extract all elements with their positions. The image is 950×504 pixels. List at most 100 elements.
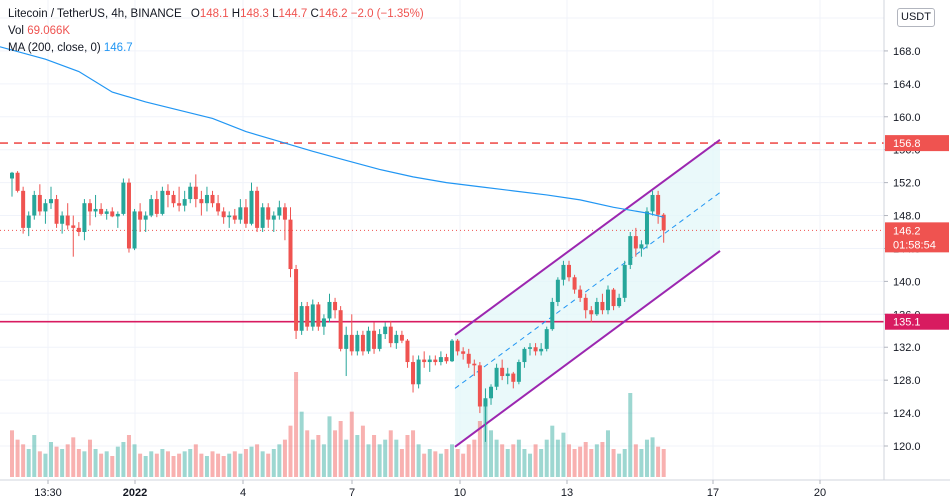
volume-bar	[177, 453, 182, 477]
candle-body	[388, 326, 393, 344]
open-value: 148.1	[199, 8, 229, 20]
candle-body	[321, 318, 326, 327]
open-label: O	[190, 8, 200, 20]
candle-body	[143, 215, 148, 220]
last-price-tag-text: 146.2	[893, 225, 921, 237]
volume-bar	[288, 425, 293, 477]
volume-bar	[438, 453, 443, 477]
volume-row: Vol 69.066K	[8, 23, 424, 40]
support-price-tag-bg	[885, 313, 949, 330]
volume-bar	[656, 446, 661, 477]
volume-bar	[321, 444, 326, 477]
candle-body	[266, 207, 271, 220]
volume-bar	[444, 449, 449, 477]
candle-body	[82, 203, 87, 232]
x-tick-label: 4	[240, 487, 246, 499]
volume-bar	[216, 453, 221, 477]
volume-label: Vol	[8, 25, 24, 37]
candle-body	[316, 304, 321, 327]
candle-body	[37, 194, 42, 212]
volume-bar	[539, 449, 544, 477]
candle-body	[294, 269, 299, 331]
volume-bar	[182, 451, 187, 477]
volume-bar	[82, 451, 87, 477]
candle-body	[115, 213, 120, 217]
volume-bar	[243, 449, 248, 477]
candle-body	[138, 211, 143, 220]
volume-bar	[366, 444, 371, 477]
candle-body	[411, 362, 416, 385]
candle-body	[255, 190, 260, 228]
volume-bar	[572, 449, 577, 477]
volume-bar	[294, 372, 299, 477]
candle-body	[216, 203, 221, 212]
candle-body	[243, 207, 248, 224]
candle-body	[494, 367, 499, 387]
candle-body	[65, 215, 70, 226]
candle-body	[210, 194, 215, 204]
volume-bar	[416, 444, 421, 477]
volume-bar	[661, 449, 666, 477]
x-tick-label: 13:30	[34, 487, 62, 499]
volume-bar	[199, 453, 204, 477]
channel-fill	[455, 139, 720, 447]
volume-bar	[65, 444, 70, 477]
volume-bar	[305, 430, 310, 477]
candle-body	[15, 172, 20, 191]
candle-body	[221, 211, 226, 218]
volume-bar	[193, 444, 198, 477]
candle-body	[204, 194, 209, 204]
ma-label: MA (200, close, 0)	[8, 42, 101, 54]
candle-body	[227, 215, 232, 218]
volume-bar	[550, 425, 555, 477]
candle-body	[121, 182, 126, 214]
support-price-tag-text: 135.1	[893, 317, 921, 329]
candle-body	[505, 373, 510, 377]
y-tick-label: 124.0	[893, 408, 921, 420]
candle-body	[277, 207, 282, 216]
volume-bar	[316, 435, 321, 477]
candle-body	[360, 334, 365, 352]
time-axis-bg	[0, 480, 950, 504]
volume-bar	[555, 439, 560, 477]
candle-body	[171, 194, 176, 204]
low-label: L	[272, 8, 279, 20]
y-tick-label: 160.0	[893, 112, 921, 124]
volume-bar	[605, 430, 610, 477]
candle-body	[377, 334, 382, 349]
volume-bar	[561, 432, 566, 477]
volume-bar	[238, 453, 243, 477]
volume-bar	[394, 439, 399, 477]
volume-bar	[633, 444, 638, 477]
volume-bar	[154, 453, 159, 477]
candle-body	[550, 301, 555, 330]
y-tick-label: 128.0	[893, 375, 921, 387]
candle-body	[461, 351, 466, 354]
volume-bar	[48, 442, 53, 477]
candle-body	[472, 363, 477, 366]
currency-button[interactable]: USDT	[897, 8, 935, 27]
volume-bar	[516, 439, 521, 477]
ma-row: MA (200, close, 0) 146.7	[8, 40, 424, 57]
volume-bar	[71, 437, 76, 477]
volume-bar	[360, 425, 365, 477]
volume-bar	[10, 430, 14, 477]
volume-bar	[422, 453, 427, 477]
candle-body	[76, 227, 81, 232]
y-tick-label: 140.0	[893, 276, 921, 288]
volume-bar	[93, 449, 98, 477]
volume-value: 69.066K	[27, 25, 71, 37]
candle-body	[477, 365, 482, 407]
candle-body	[650, 194, 655, 212]
volume-bar	[282, 439, 287, 477]
candle-body	[427, 359, 432, 363]
candle-body	[355, 334, 360, 352]
volume-bar	[494, 439, 499, 477]
candle-body	[633, 236, 638, 249]
resistance-price-tag-text: 156.8	[893, 138, 921, 150]
candle-body	[160, 190, 165, 214]
candle-body	[511, 373, 516, 382]
volume-bar	[522, 449, 527, 477]
